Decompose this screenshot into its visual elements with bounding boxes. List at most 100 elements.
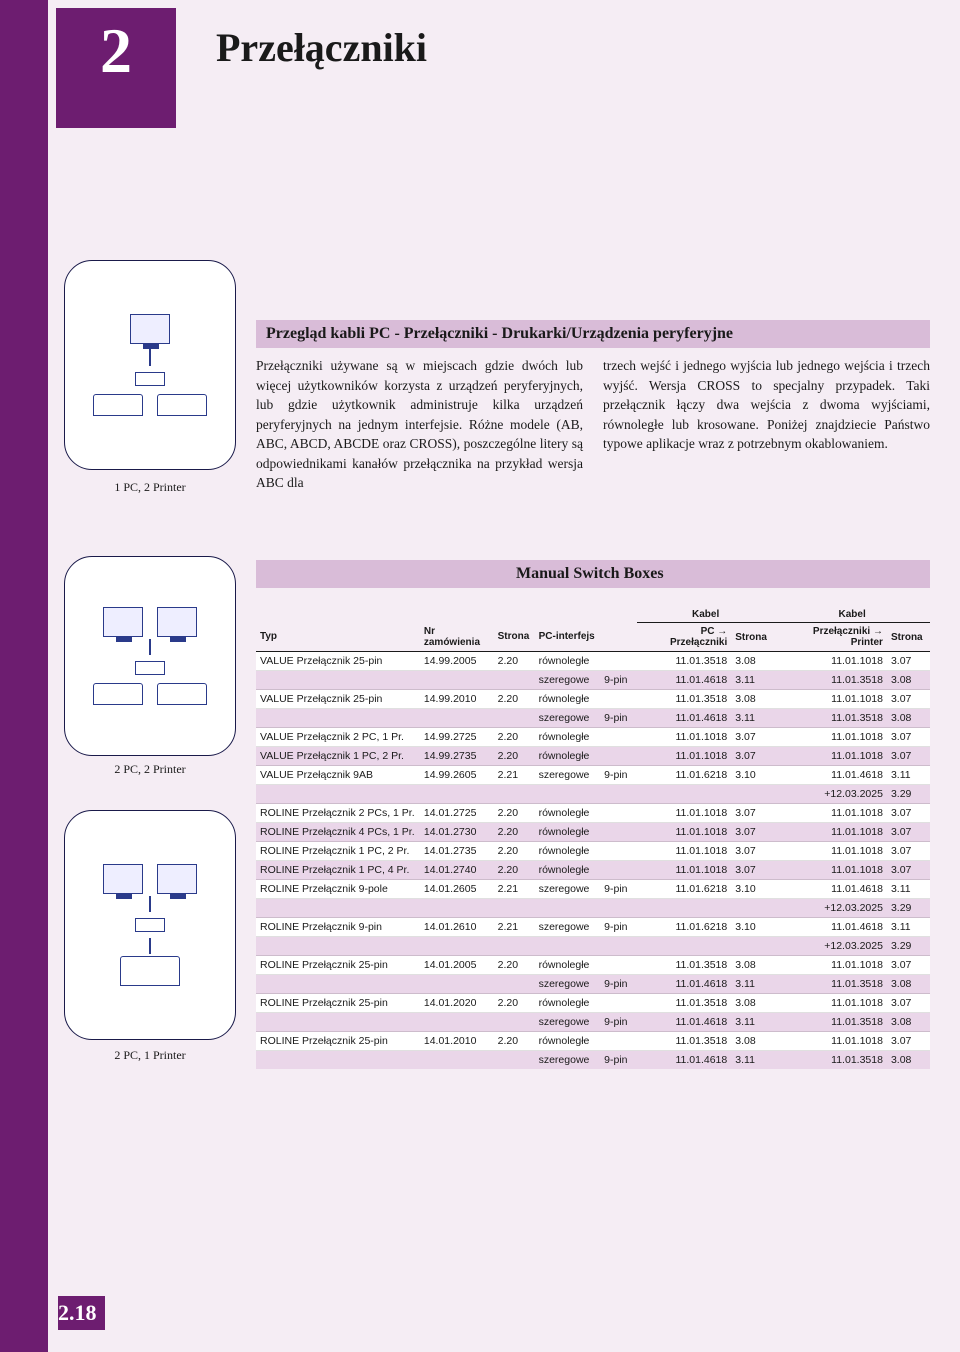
table-cell: 14.99.2005: [420, 652, 494, 671]
table-cell: [494, 899, 535, 918]
table-cell: 11.01.1018: [637, 823, 731, 842]
table-cell: 2.20: [494, 690, 535, 709]
table-cell: 11.01.1018: [637, 861, 731, 880]
body-col-2: trzech wejść i jednego wyjścia lub jedne…: [603, 356, 930, 493]
table-row: ROLINE Przełącznik 9-pin14.01.26102.21sz…: [256, 918, 930, 937]
table-cell: 3.10: [731, 766, 774, 785]
table-cell: 3.07: [887, 823, 930, 842]
diagram-caption-3: 2 PC, 1 Printer: [60, 1048, 240, 1063]
table-cell: [535, 899, 601, 918]
table-cell: równoległe: [535, 747, 601, 766]
table-cell: szeregowe: [535, 766, 601, 785]
table-cell: 3.07: [887, 956, 930, 975]
table-cell: [731, 937, 774, 956]
table-cell: ROLINE Przełącznik 25-pin: [256, 1032, 420, 1051]
page-title: Przełączniki: [216, 24, 427, 71]
diagram-caption-2: 2 PC, 2 Printer: [60, 762, 240, 777]
table-cell: 3.11: [731, 671, 774, 690]
table-header-top: Kabel Kabel: [256, 606, 930, 623]
table-col-header: PC-interfejs: [535, 623, 601, 652]
table-cell: 11.01.1018: [774, 842, 887, 861]
table-cell: ROLINE Przełącznik 9-pin: [256, 918, 420, 937]
table-cell: równoległe: [535, 690, 601, 709]
table-cell: [637, 899, 731, 918]
table-cell: [600, 785, 637, 804]
table-cell: VALUE Przełącznik 2 PC, 1 Pr.: [256, 728, 420, 747]
table-cell: 3.08: [887, 1013, 930, 1032]
table-cell: 3.07: [887, 728, 930, 747]
table-cell: 3.29: [887, 937, 930, 956]
diagram-box-2: [64, 556, 236, 756]
table-cell: równoległe: [535, 823, 601, 842]
table-cell: 3.29: [887, 899, 930, 918]
table-row: +12.03.20253.29: [256, 899, 930, 918]
table-cell: ROLINE Przełącznik 2 PCs, 1 Pr.: [256, 804, 420, 823]
table-cell: 11.01.1018: [774, 994, 887, 1013]
table-cell: 14.01.2725: [420, 804, 494, 823]
table-cell: równoległe: [535, 842, 601, 861]
table-cell: [494, 937, 535, 956]
table-cell: 3.10: [731, 880, 774, 899]
table-cell: szeregowe: [535, 918, 601, 937]
table-cell: ROLINE Przełącznik 1 PC, 4 Pr.: [256, 861, 420, 880]
table-cell: 3.08: [731, 1032, 774, 1051]
table-cell: [600, 994, 637, 1013]
table-cell: 14.99.2605: [420, 766, 494, 785]
table-cell: 3.11: [731, 1013, 774, 1032]
section-switch-boxes-heading: Manual Switch Boxes: [256, 560, 930, 588]
table-cell: 11.01.3518: [774, 1051, 887, 1070]
table-col-header: Przełączniki → Printer: [774, 623, 887, 652]
kabel-header-1: Kabel: [637, 606, 774, 623]
body-text: Przełączniki używane są w miejscach gdzi…: [256, 356, 930, 493]
table-row: VALUE Przełącznik 1 PC, 2 Pr.14.99.27352…: [256, 747, 930, 766]
table-col-header: Strona: [731, 623, 774, 652]
switch-boxes-table-wrap: Kabel Kabel TypNr zamówieniaStronaPC-int…: [256, 606, 930, 1069]
kabel-header-2: Kabel: [774, 606, 930, 623]
table-cell: 3.07: [887, 842, 930, 861]
table-row: ROLINE Przełącznik 1 PC, 4 Pr.14.01.2740…: [256, 861, 930, 880]
table-cell: szeregowe: [535, 880, 601, 899]
table-cell: 3.07: [731, 823, 774, 842]
table-row: szeregowe9-pin11.01.46183.1111.01.35183.…: [256, 1013, 930, 1032]
table-cell: 11.01.1018: [774, 690, 887, 709]
table-cell: 14.01.2020: [420, 994, 494, 1013]
table-cell: 9-pin: [600, 1013, 637, 1032]
table-cell: 11.01.3518: [637, 994, 731, 1013]
table-cell: 9-pin: [600, 709, 637, 728]
table-cell: 11.01.1018: [774, 956, 887, 975]
table-cell: [420, 899, 494, 918]
table-cell: ROLINE Przełącznik 1 PC, 2 Pr.: [256, 842, 420, 861]
table-cell: 3.08: [887, 671, 930, 690]
table-cell: 3.08: [731, 690, 774, 709]
table-cell: 14.01.2005: [420, 956, 494, 975]
table-cell: [494, 975, 535, 994]
table-cell: 3.08: [731, 956, 774, 975]
table-cell: [731, 785, 774, 804]
table-cell: 2.20: [494, 994, 535, 1013]
diagram-box-3: [64, 810, 236, 1040]
table-cell: [256, 1051, 420, 1070]
table-cell: 11.01.1018: [774, 861, 887, 880]
table-cell: 11.01.4618: [637, 975, 731, 994]
table-cell: +12.03.2025: [774, 785, 887, 804]
table-cell: VALUE Przełącznik 9AB: [256, 766, 420, 785]
table-col-header: Strona: [494, 623, 535, 652]
table-cell: [420, 937, 494, 956]
table-cell: [600, 823, 637, 842]
table-cell: 14.01.2740: [420, 861, 494, 880]
table-cell: 3.08: [731, 652, 774, 671]
table-cell: 3.08: [887, 1051, 930, 1070]
table-col-header: [600, 623, 637, 652]
table-cell: 9-pin: [600, 671, 637, 690]
table-cell: ROLINE Przełącznik 25-pin: [256, 994, 420, 1013]
table-cell: 2.20: [494, 1032, 535, 1051]
table-cell: 11.01.4618: [637, 1013, 731, 1032]
table-cell: 3.11: [731, 975, 774, 994]
table-cell: 3.11: [731, 709, 774, 728]
table-cell: 11.01.1018: [774, 747, 887, 766]
table-cell: 14.99.2735: [420, 747, 494, 766]
table-row: ROLINE Przełącznik 1 PC, 2 Pr.14.01.2735…: [256, 842, 930, 861]
table-cell: równoległe: [535, 861, 601, 880]
table-cell: 14.99.2725: [420, 728, 494, 747]
table-cell: 3.11: [887, 880, 930, 899]
